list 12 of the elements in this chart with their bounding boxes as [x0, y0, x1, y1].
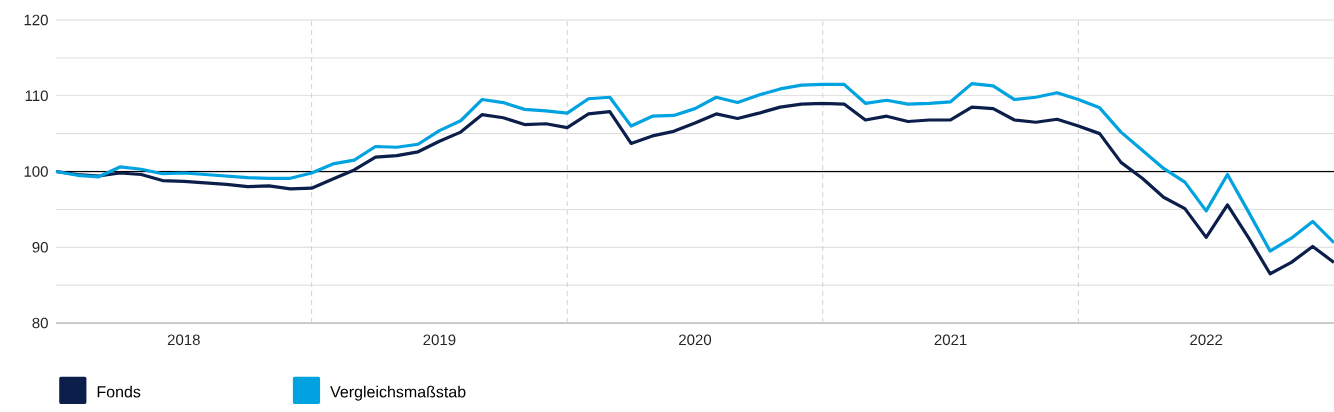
x-tick-label: 2020 — [679, 334, 712, 346]
y-tick-label: 120 — [24, 14, 48, 26]
x-tick-label: 2022 — [1190, 334, 1223, 346]
y-tick-label: 80 — [32, 317, 48, 329]
x-tick-label: 2021 — [934, 334, 967, 346]
legend-label: Vergleichsmaßstab — [330, 385, 466, 401]
y-tick-label: 90 — [32, 241, 48, 253]
x-tick-label: 2019 — [423, 334, 456, 346]
y-tick-label: 110 — [25, 90, 48, 102]
y-tick-label: 100 — [24, 166, 48, 177]
legend-label: Fonds — [97, 385, 141, 398]
x-tick-label: 2018 — [167, 334, 200, 346]
